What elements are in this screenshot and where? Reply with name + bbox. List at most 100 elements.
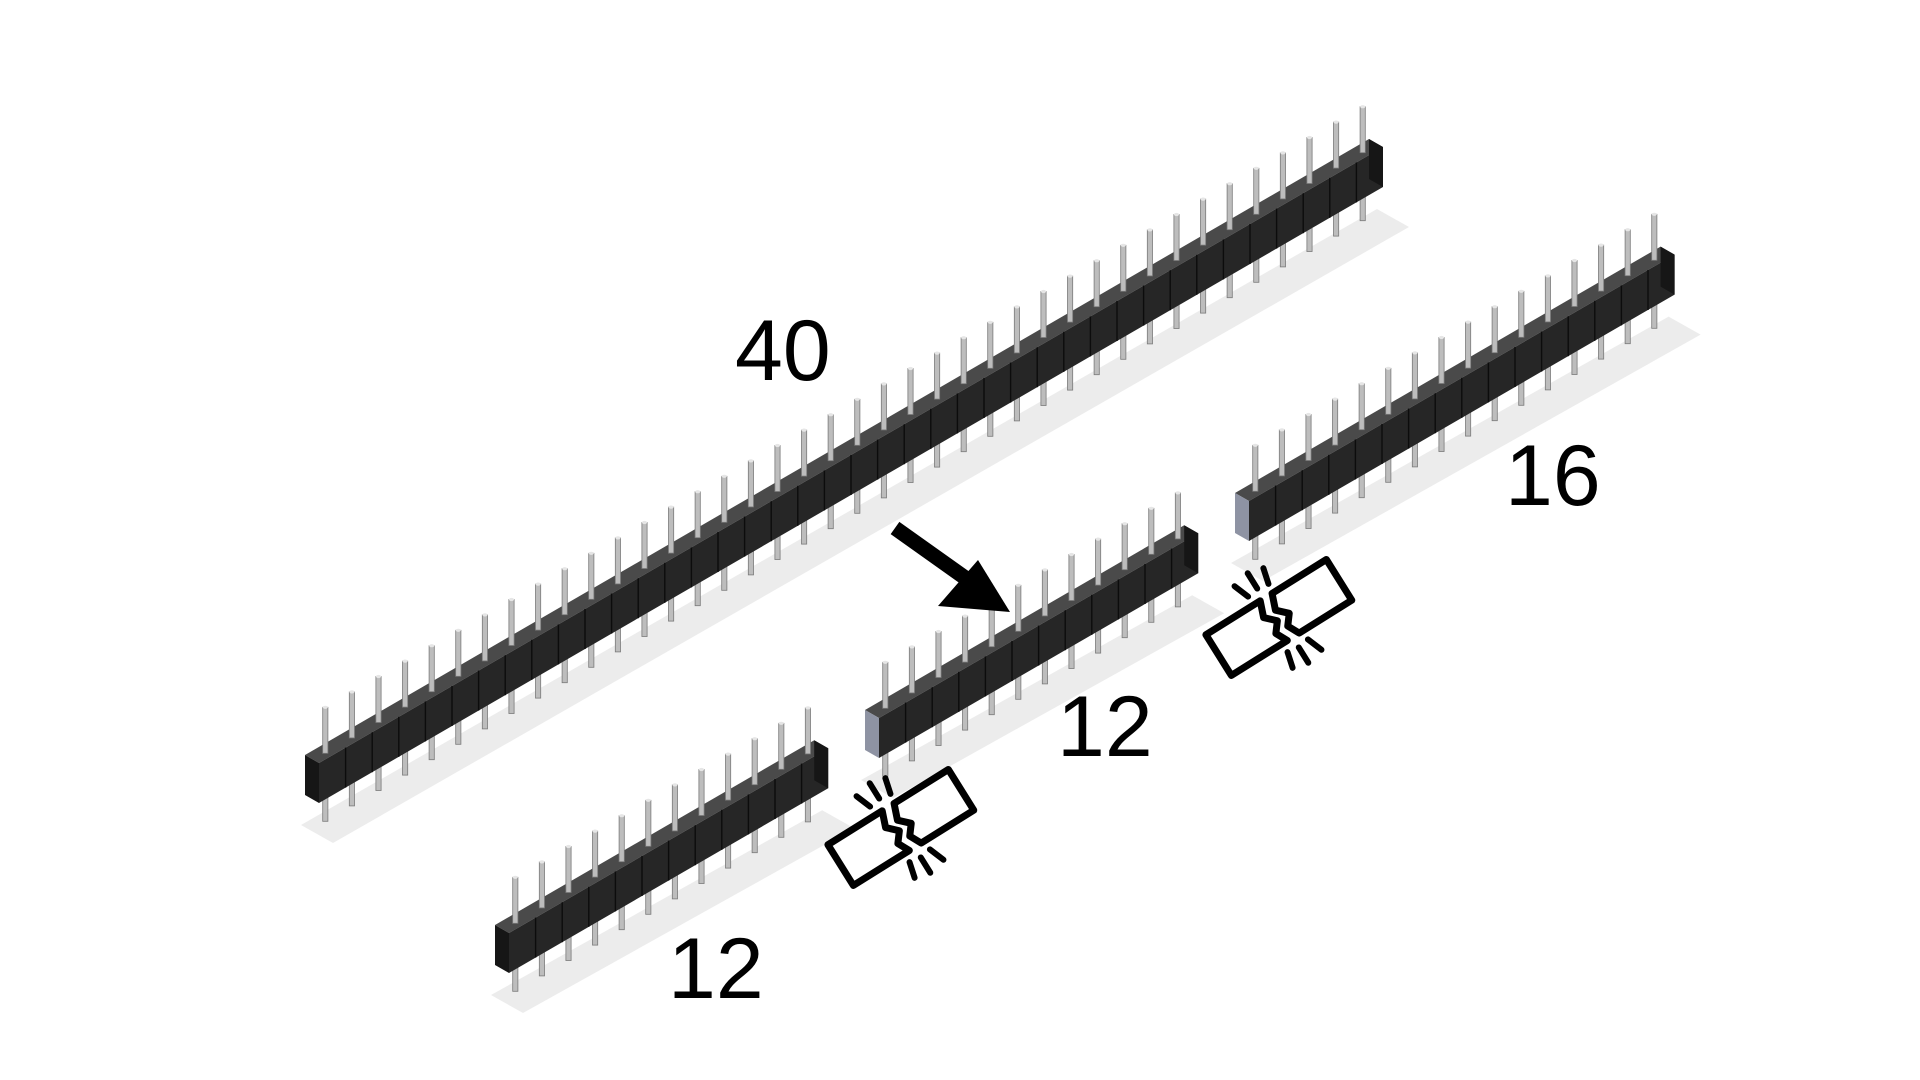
upper-pin [1279,152,1286,200]
upper-pin [1041,569,1048,617]
pin-strip-piece-b [861,491,1225,798]
pin-tip [455,628,461,632]
pin-tip [539,860,545,864]
strip-end-face-right [1369,139,1383,187]
pin-tip [1305,412,1312,417]
pin-tip [619,814,625,818]
upper-pin [1411,352,1418,400]
pin-tip [934,351,940,355]
pin-tip [1518,289,1524,293]
upper-pin [1173,214,1180,261]
strip-end-face [495,925,509,973]
pin-tip [962,614,968,618]
pin-tip [909,645,915,649]
upper-pin [1013,306,1020,354]
pin-tip [1015,583,1021,587]
upper-pin [698,769,705,816]
upper-pin [375,676,382,723]
upper-pin [1121,523,1128,571]
upper-pin [641,522,648,569]
pin-tip [1651,212,1657,216]
broken-end-face [1235,493,1249,541]
upper-pin [1491,306,1498,354]
pin-tip [375,674,382,679]
pin-tip [1094,259,1100,263]
pin-tip [1147,228,1153,232]
pin-strip-full-strip [301,105,1409,843]
pin-tip [1306,135,1313,140]
pin-tip [907,366,914,371]
upper-pin [538,861,545,909]
pin-tip [482,613,488,617]
pin-tip [562,567,568,571]
pin-tip [778,721,784,725]
pin-tip [987,320,993,324]
pin-tip [1227,182,1233,186]
pin-tip [1253,166,1259,170]
upper-pin [1067,275,1074,323]
upper-pin [1358,383,1365,431]
pin-tip [881,382,887,386]
upper-pin [907,368,914,415]
strip-shadow [491,810,855,1013]
upper-pin [880,383,887,431]
pin-tip [748,459,754,463]
pin-strip-piece-c [1231,212,1701,581]
upper-pin [934,352,941,400]
broken-end-face [865,710,879,758]
upper-pin [751,738,758,786]
pin-tip [535,582,541,586]
upper-pin [801,429,808,477]
upper-pin [645,799,652,847]
upper-pin [987,321,994,369]
upper-pin [1359,106,1366,154]
upper-pin [1200,198,1207,246]
strip-body-top [495,740,829,933]
upper-pin [512,876,519,924]
strip-end-face [305,755,319,803]
strip-shadow [1231,316,1701,581]
strip-body-top [1235,246,1675,501]
upper-pin [694,491,701,539]
pin-tip [1040,289,1047,294]
upper-pin [1571,260,1578,307]
label-40-pin-strip: 40 [735,303,831,399]
pin-tip [588,551,594,555]
pin-tip [1465,320,1471,324]
pin-tip [1279,428,1285,432]
pin-tip [645,798,651,802]
upper-pin [592,830,599,878]
pin-tip [752,737,758,741]
strip-end-face-right [814,740,829,789]
upper-pin [804,707,811,755]
pin-tip [1545,274,1551,278]
strip-shadow [301,209,1409,843]
snap-break-icon [1202,555,1356,679]
label-12-pin-piece-middle: 12 [1057,679,1153,775]
upper-pin [1518,290,1525,338]
upper-pin [561,568,568,616]
upper-pin [588,552,595,600]
label-16-pin-piece: 16 [1505,428,1601,524]
upper-pin [1438,337,1445,384]
upper-pin [1385,367,1392,415]
upper-pin [614,537,621,585]
upper-pin [1651,213,1658,261]
upper-pin [1252,444,1259,492]
upper-pin [1306,137,1313,184]
upper-pin [1253,167,1260,215]
pin-tip [429,644,435,648]
upper-pin [668,506,675,554]
pin-tip [854,397,860,401]
upper-pin [455,629,462,677]
upper-pin [1226,183,1233,231]
pin-tip [1252,443,1258,447]
upper-pin [535,583,542,631]
upper-pin [1332,398,1339,446]
pin-tip [668,505,674,509]
pin-tip [1173,212,1180,217]
pin-tip [1412,351,1418,355]
pin-tip [322,705,328,709]
label-12-pin-piece-left: 12 [668,921,764,1017]
